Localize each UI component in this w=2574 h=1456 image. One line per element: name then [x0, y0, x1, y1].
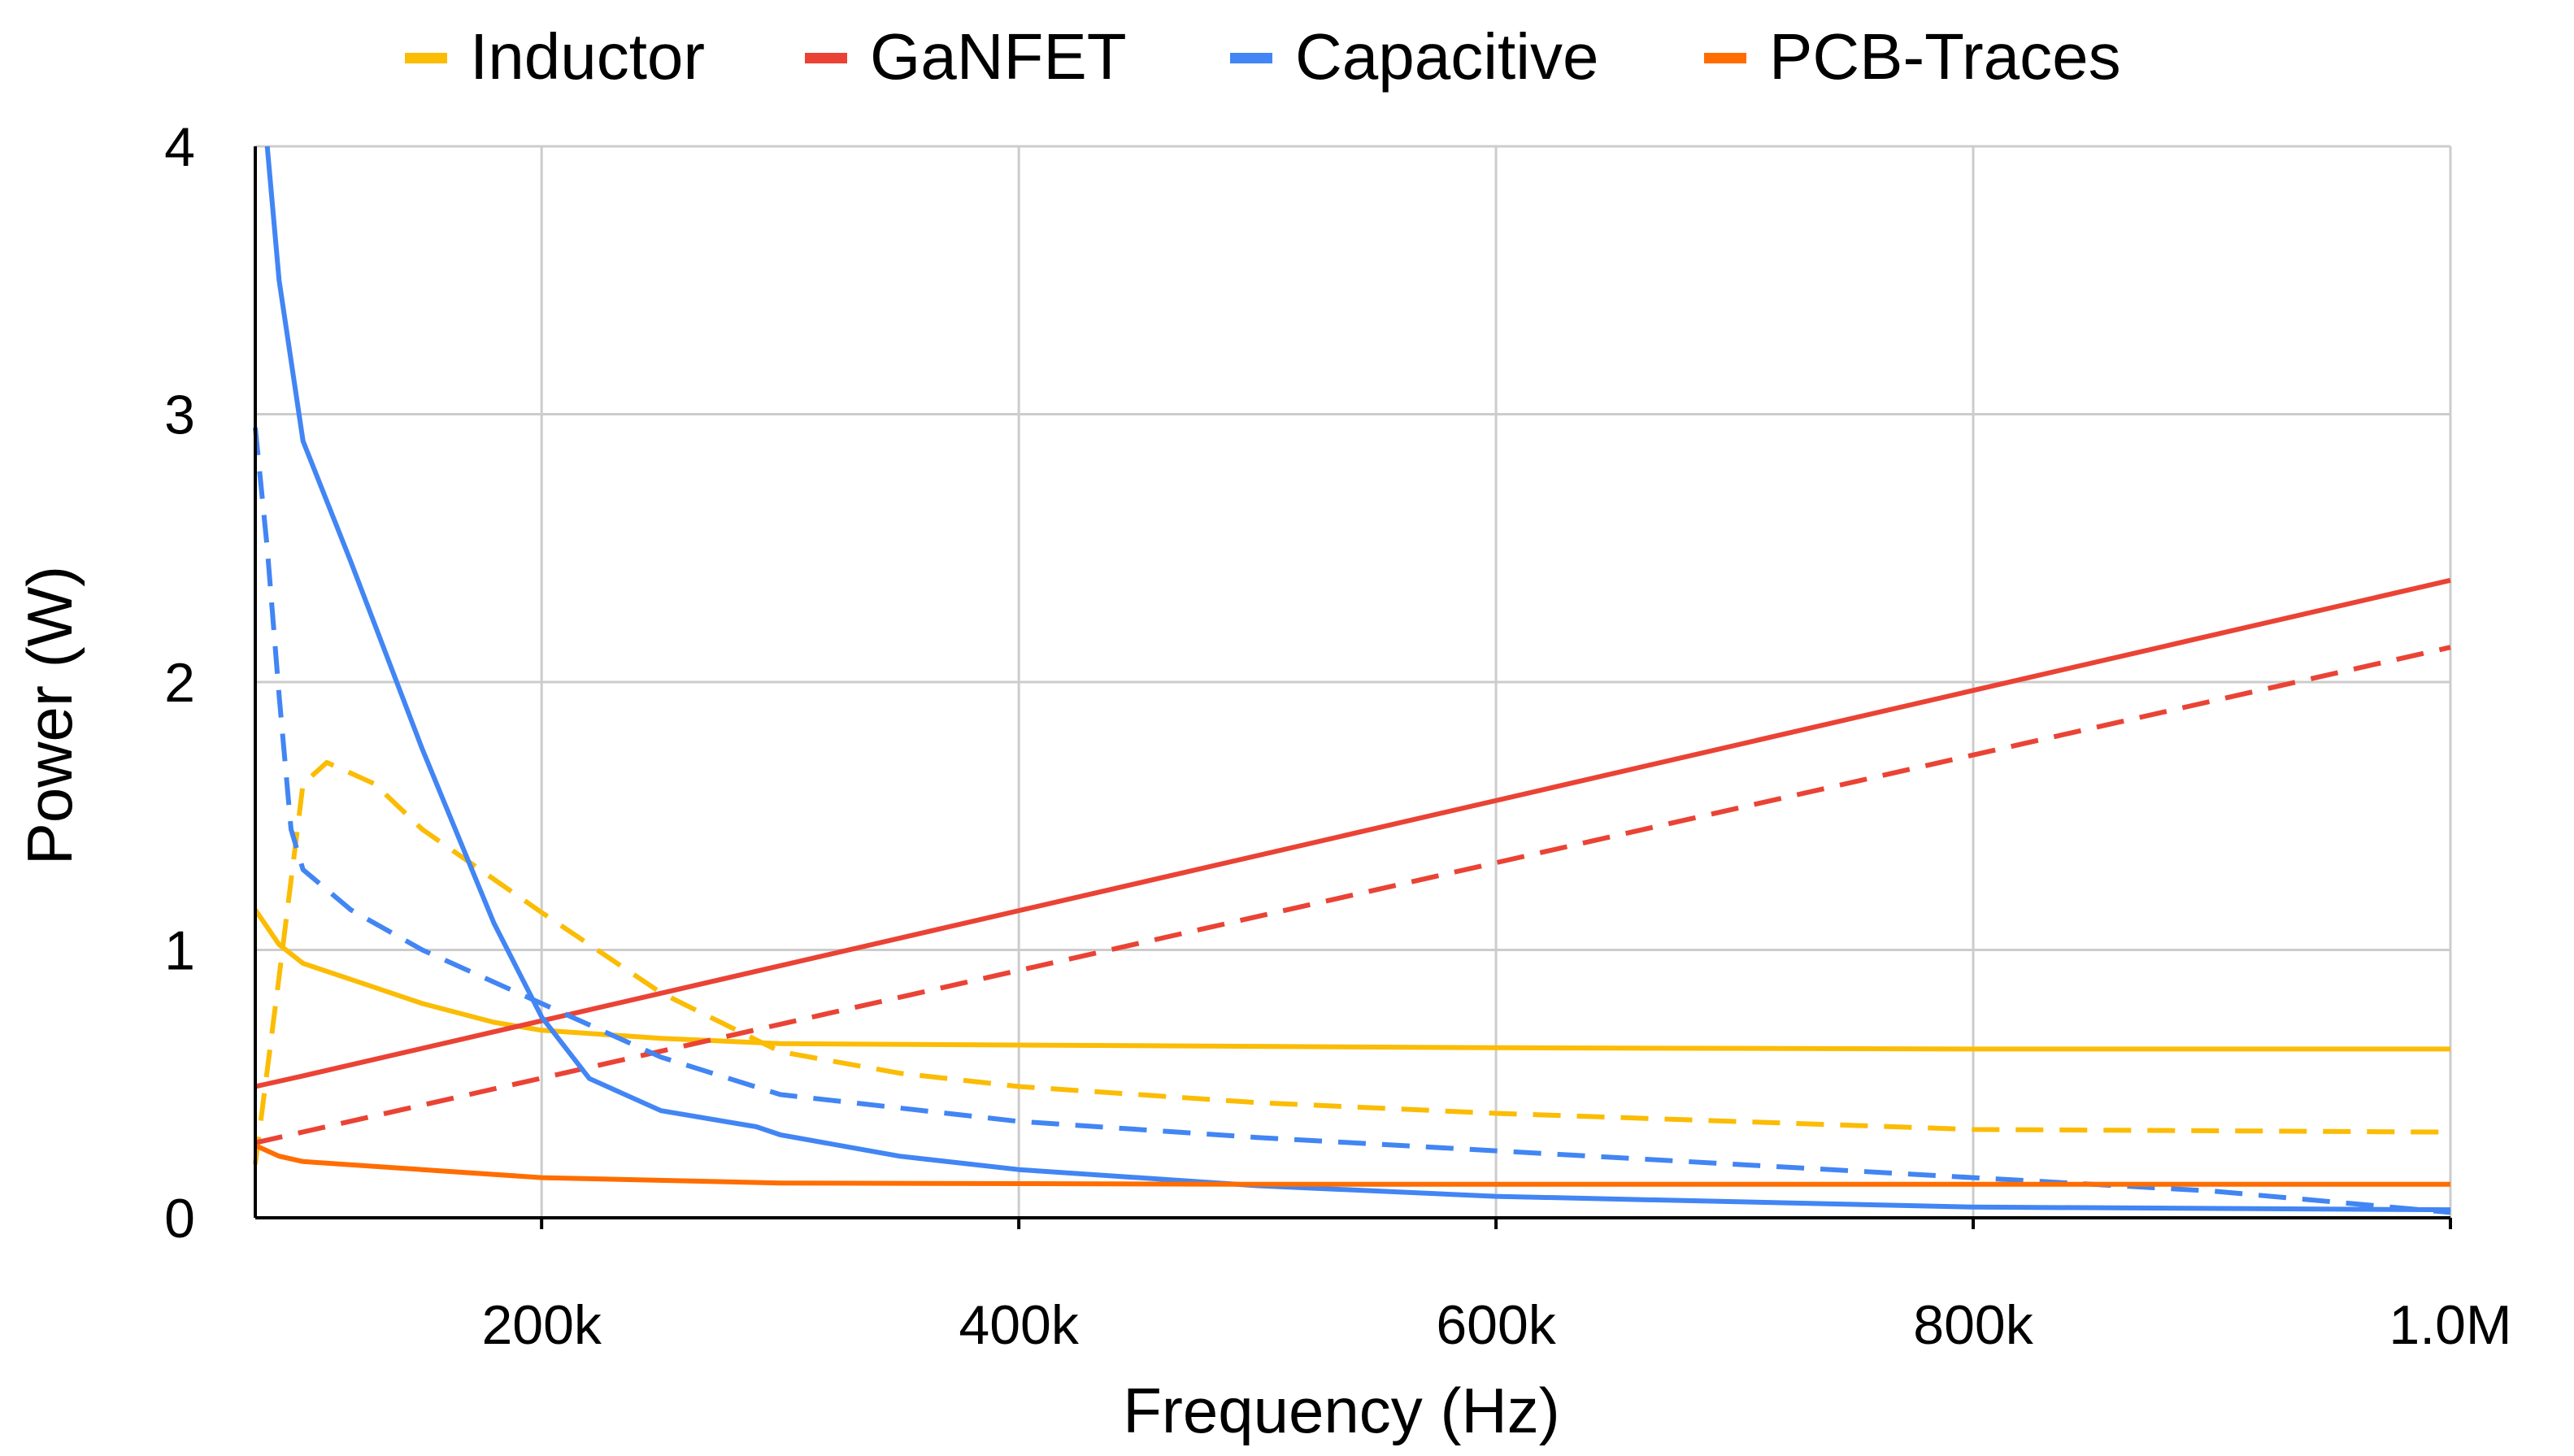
legend-swatch: [805, 53, 847, 63]
y-axis-title: Power (W): [14, 566, 85, 865]
legend-swatch: [1230, 53, 1272, 63]
legend-item-ganfet: GaNFET: [805, 20, 1127, 93]
legend-label: GaNFET: [870, 20, 1127, 93]
y-tick-label: 0: [164, 1188, 195, 1250]
x-tick-label: 400k: [959, 1294, 1079, 1356]
gridlines: [255, 145, 2452, 1218]
x-tick-label: 600k: [1436, 1294, 1556, 1356]
x-axis-title: Frequency (Hz): [1123, 1375, 1559, 1446]
y-tick-label: 1: [164, 920, 195, 982]
series-capacitive-dashed: [253, 427, 2451, 1215]
y-tick-label: 3: [164, 385, 195, 446]
plot-area: [253, 146, 2451, 1215]
series-ganfet-dashed: [254, 645, 2451, 1145]
series-inductor-dashed: [253, 759, 2451, 1165]
series-ganfet-solid: [254, 577, 2451, 1089]
legend-label: Capacitive: [1295, 20, 1599, 93]
legend-swatch: [405, 53, 447, 63]
series-pcb-traces-solid: [254, 1143, 2450, 1187]
legend-item-capacitive: Capacitive: [1230, 20, 1599, 93]
y-tick-label: 4: [164, 116, 195, 178]
x-tick-label: 1.0M: [2389, 1294, 2511, 1356]
x-tick-label: 800k: [1913, 1294, 2033, 1356]
y-tick-label: 2: [164, 652, 195, 714]
legend-item-pcb-traces: PCB-Traces: [1704, 20, 2121, 93]
legend: Inductor GaNFET Capacitive PCB-Traces: [405, 20, 2121, 93]
legend-label: Inductor: [470, 20, 705, 93]
legend-swatch: [1704, 53, 1746, 63]
legend-label: PCB-Traces: [1769, 20, 2121, 93]
legend-item-inductor: Inductor: [405, 20, 705, 93]
x-tick-label: 200k: [481, 1294, 602, 1356]
axes: [254, 146, 2452, 1229]
tick-labels: 200k 400k 600k 800k 1.0M 0 1 2 3 4: [164, 116, 2511, 1356]
series-capacitive-solid: [264, 146, 2451, 1213]
series-inductor-solid: [253, 908, 2450, 1052]
